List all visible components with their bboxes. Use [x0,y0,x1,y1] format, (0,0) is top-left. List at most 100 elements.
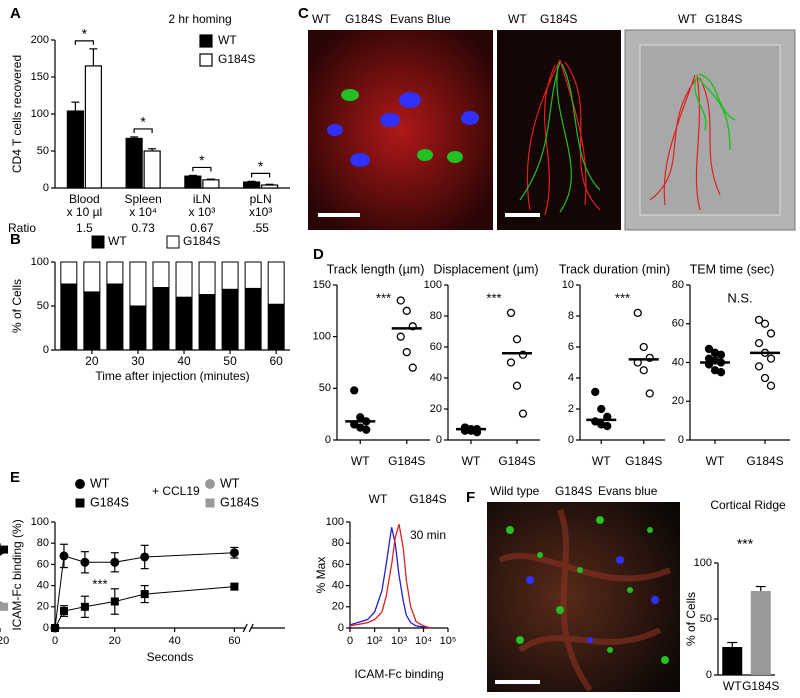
x-tick-label: Spleen [124,192,161,206]
significance: * [82,26,88,42]
x-tick-label: G184S [746,454,783,468]
bar-segment [175,261,193,298]
x-tick-label: Blood [69,192,100,206]
y-tick-label: 4 [568,372,574,384]
tracks [649,74,721,211]
cell [461,111,479,125]
point [362,425,371,434]
y-tick-label: 6 [568,341,574,353]
x-tick-label: iLN [193,192,211,206]
legend-marker [75,498,85,508]
legend-label: WT [108,234,127,248]
series-line [349,527,431,629]
x-tick-label: 10⁴ [415,635,432,647]
x-tick-label: 30 [131,354,145,368]
significance: * [258,158,264,174]
y-tick-label: 2 [568,403,574,415]
bar-segment [221,261,239,290]
cell [380,113,400,127]
point [396,332,405,341]
bar-segment [244,287,262,351]
point [59,551,69,561]
sig-bracket [251,172,271,178]
point [716,368,726,377]
point [754,338,764,348]
y-tick-label: 10 [562,279,574,291]
tracks [519,61,601,213]
point [760,373,770,383]
y-tick-label: 0 [678,434,684,446]
y-axis-label: CD4 T cells recovered [10,55,24,173]
image-bg [487,502,680,692]
x-tick-label: pLN [250,192,272,206]
point [760,319,770,328]
chart-title: 2 hr homing [168,12,231,26]
y-tick-label: 0 [706,669,712,681]
x-tick-label: 0 [347,635,353,647]
bar-segment [152,287,170,351]
bar-segment [60,261,78,285]
x-tick-label: 60 [269,354,283,368]
point [506,358,516,367]
legend-swatch [91,235,105,249]
y-tick-label: 100 [313,331,331,343]
y-tick-label: 100 [31,108,49,120]
y-axis-label: % of Cells [684,592,698,646]
cell [350,153,370,167]
bar-segment [106,283,124,351]
y-tick-label: 60 [430,341,442,353]
legend-label: G184S [409,492,446,506]
x-tick-label: G184S [388,454,425,468]
vessels [498,508,672,692]
tracks [694,73,736,151]
panel-letter: F [466,489,475,506]
cells [526,556,659,643]
y-tick-label: 150 [313,279,331,291]
scale-bar [495,680,540,684]
x-tick-label: 20 [85,354,99,368]
significance: N.S. [727,290,752,305]
point [645,389,654,398]
chart-title: TEM time (sec) [690,262,775,276]
image-c2 [497,30,621,230]
x-tick-unit: x 10³ [189,205,216,219]
y-tick-label: 80 [332,537,344,549]
y-tick-label: 60 [332,558,344,570]
x-axis-label: Seconds [147,650,194,664]
bar-segment [129,261,147,307]
panel-letter: A [10,5,21,22]
x-tick-label: WT [592,454,611,468]
x-tick-label: 120 [0,635,9,647]
x-tick-label: 10² [367,635,383,647]
legend-label: G184S [183,234,220,248]
point [633,308,642,318]
bar [125,137,143,189]
image-label: WT [312,12,331,26]
ratio-value: .55 [252,221,269,235]
point [0,602,8,611]
y-tick-label: 150 [31,71,49,83]
point [402,306,411,315]
bar-segment [129,305,147,351]
image-bg [497,30,621,230]
x-tick-label: 20 [109,635,121,647]
significance: *** [376,290,391,305]
bar-segment [83,291,101,351]
point [140,590,149,599]
legend-label: WT [218,33,237,47]
panel-letter: D [313,246,324,263]
point [80,602,89,611]
y-tick-label: 100 [694,557,712,569]
point [0,545,8,554]
y-tick-label: 100 [326,516,344,528]
x-tick-label: 40 [168,635,180,647]
legend-label: WT [369,492,388,506]
x-tick-label: 60 [228,635,240,647]
y-tick-label: 50 [700,613,712,625]
point [766,381,776,390]
y-axis-label: % Max [314,557,328,594]
image-label: Evans blue [598,484,658,498]
chart-title: Cortical Ridge [710,498,786,512]
point [80,557,90,567]
y-tick-label: 80 [430,310,442,322]
